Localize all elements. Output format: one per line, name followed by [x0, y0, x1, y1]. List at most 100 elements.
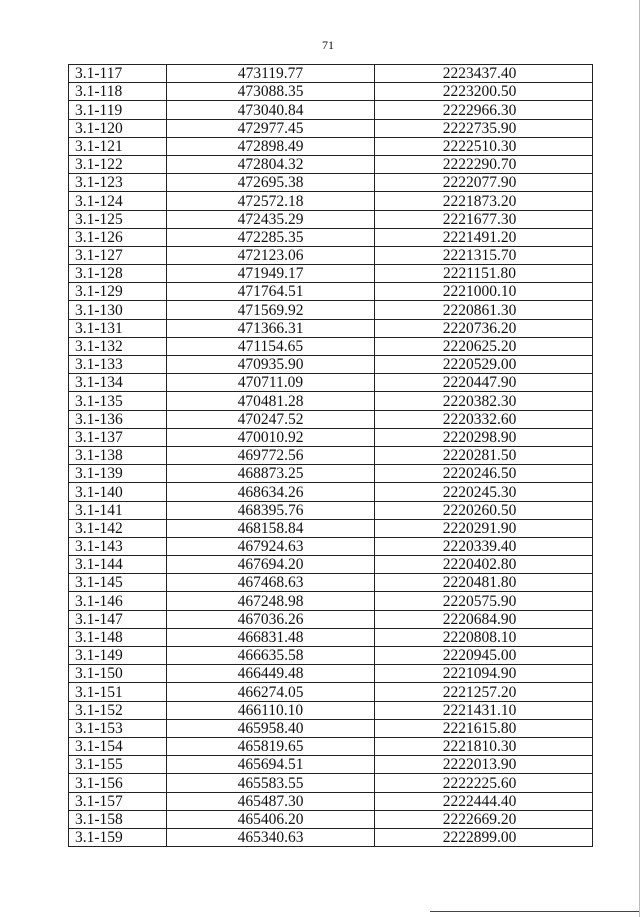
x-coordinate-cell: 470010.92 [166, 427, 375, 447]
table-row: 3.1-138 469772.56 2220281.50 [68, 445, 593, 466]
x-coordinate-cell: 469772.56 [166, 445, 375, 466]
x-coordinate-cell: 465406.20 [166, 809, 375, 829]
y-coordinate-cell: 2222077.90 [374, 173, 593, 193]
y-coordinate-cell: 2220529.00 [374, 354, 593, 375]
x-coordinate-cell: 470247.52 [166, 409, 375, 429]
x-coordinate-cell: 466274.05 [166, 682, 375, 702]
y-coordinate-cell: 2220281.50 [374, 445, 593, 466]
y-coordinate-cell: 2222510.30 [374, 136, 593, 156]
point-id-cell: 3.1-130 [68, 300, 167, 320]
x-coordinate-cell: 470711.09 [166, 373, 375, 393]
point-id-cell: 3.1-145 [68, 573, 167, 593]
point-id-cell: 3.1-134 [68, 373, 167, 393]
y-coordinate-cell: 2221615.80 [374, 718, 593, 738]
y-coordinate-cell: 2220246.50 [374, 464, 593, 484]
point-id-cell: 3.1-143 [68, 536, 167, 557]
point-id-cell: 3.1-133 [68, 354, 167, 375]
x-coordinate-cell: 465583.55 [166, 773, 375, 793]
y-coordinate-cell: 2220684.90 [374, 609, 593, 629]
coordinates-table: 3.1-117 473119.77 2223437.40 3.1-118 473088.… [68, 63, 593, 848]
x-coordinate-cell: 470481.28 [166, 391, 375, 411]
x-coordinate-cell: 473040.84 [166, 100, 375, 120]
table-row: 3.1-154 465819.65 2221810.30 [68, 736, 593, 757]
x-coordinate-cell: 472123.06 [166, 245, 375, 266]
point-id-cell: 3.1-136 [68, 409, 167, 429]
point-id-cell: 3.1-151 [68, 682, 167, 702]
x-coordinate-cell: 468634.26 [166, 482, 375, 502]
y-coordinate-cell: 2222444.40 [374, 791, 593, 811]
point-id-cell: 3.1-156 [68, 773, 167, 793]
table-row: 3.1-158 465406.20 2222669.20 [68, 809, 593, 829]
point-id-cell: 3.1-129 [68, 282, 167, 302]
x-coordinate-cell: 466635.58 [166, 645, 375, 666]
point-id-cell: 3.1-137 [68, 427, 167, 447]
table-row: 3.1-125 472435.29 2221677.30 [68, 209, 593, 229]
y-coordinate-cell: 2221151.80 [374, 264, 593, 284]
y-coordinate-cell: 2220332.60 [374, 409, 593, 429]
point-id-cell: 3.1-120 [68, 118, 167, 138]
table-row: 3.1-142 468158.84 2220291.90 [68, 518, 593, 538]
x-coordinate-cell: 471569.92 [166, 300, 375, 320]
x-coordinate-cell: 472977.45 [166, 118, 375, 138]
table-row: 3.1-149 466635.58 2220945.00 [68, 645, 593, 666]
table-row: 3.1-132 471154.65 2220625.20 [68, 336, 593, 357]
y-coordinate-cell: 2222669.20 [374, 809, 593, 829]
y-coordinate-cell: 2221094.90 [374, 664, 593, 684]
y-coordinate-cell: 2223200.50 [374, 82, 593, 102]
x-coordinate-cell: 471949.17 [166, 264, 375, 284]
table-row: 3.1-117 473119.77 2223437.40 [68, 63, 593, 84]
table-row: 3.1-147 467036.26 2220684.90 [68, 609, 593, 629]
x-coordinate-cell: 470935.90 [166, 354, 375, 375]
table-row: 3.1-139 468873.25 2220246.50 [68, 464, 593, 484]
table-row: 3.1-135 470481.28 2220382.30 [68, 391, 593, 411]
point-id-cell: 3.1-127 [68, 245, 167, 266]
y-coordinate-cell: 2223437.40 [374, 63, 593, 84]
y-coordinate-cell: 2220861.30 [374, 300, 593, 320]
point-id-cell: 3.1-158 [68, 809, 167, 829]
table-row: 3.1-134 470711.09 2220447.90 [68, 373, 593, 393]
table-row: 3.1-122 472804.32 2222290.70 [68, 154, 593, 175]
point-id-cell: 3.1-150 [68, 664, 167, 684]
x-coordinate-cell: 466110.10 [166, 700, 375, 720]
x-coordinate-cell: 472804.32 [166, 154, 375, 175]
y-coordinate-cell: 2222013.90 [374, 755, 593, 775]
table-row: 3.1-155 465694.51 2222013.90 [68, 755, 593, 775]
y-coordinate-cell: 2221491.20 [374, 227, 593, 247]
point-id-cell: 3.1-142 [68, 518, 167, 538]
table-row: 3.1-119 473040.84 2222966.30 [68, 100, 593, 120]
table-row: 3.1-123 472695.38 2222077.90 [68, 173, 593, 193]
y-coordinate-cell: 2220298.90 [374, 427, 593, 447]
y-coordinate-cell: 2220382.30 [374, 391, 593, 411]
scan-edge-line [430, 911, 640, 912]
table-row: 3.1-150 466449.48 2221094.90 [68, 664, 593, 684]
x-coordinate-cell: 467036.26 [166, 609, 375, 629]
table-row: 3.1-141 468395.76 2220260.50 [68, 500, 593, 520]
point-id-cell: 3.1-122 [68, 154, 167, 175]
x-coordinate-cell: 468158.84 [166, 518, 375, 538]
point-id-cell: 3.1-124 [68, 191, 167, 211]
table-row: 3.1-136 470247.52 2220332.60 [68, 409, 593, 429]
x-coordinate-cell: 472572.18 [166, 191, 375, 211]
table-row: 3.1-124 472572.18 2221873.20 [68, 191, 593, 211]
point-id-cell: 3.1-131 [68, 318, 167, 338]
y-coordinate-cell: 2220808.10 [374, 627, 593, 648]
y-coordinate-cell: 2220447.90 [374, 373, 593, 393]
x-coordinate-cell: 472695.38 [166, 173, 375, 193]
point-id-cell: 3.1-159 [68, 827, 167, 848]
y-coordinate-cell: 2220339.40 [374, 536, 593, 557]
y-coordinate-cell: 2222899.00 [374, 827, 593, 848]
y-coordinate-cell: 2220260.50 [374, 500, 593, 520]
y-coordinate-cell: 2222966.30 [374, 100, 593, 120]
x-coordinate-cell: 473119.77 [166, 63, 375, 84]
point-id-cell: 3.1-153 [68, 718, 167, 738]
y-coordinate-cell: 2221257.20 [374, 682, 593, 702]
y-coordinate-cell: 2220291.90 [374, 518, 593, 538]
y-coordinate-cell: 2221677.30 [374, 209, 593, 229]
point-id-cell: 3.1-157 [68, 791, 167, 811]
table-row: 3.1-140 468634.26 2220245.30 [68, 482, 593, 502]
y-coordinate-cell: 2222735.90 [374, 118, 593, 138]
y-coordinate-cell: 2220736.20 [374, 318, 593, 338]
x-coordinate-cell: 466449.48 [166, 664, 375, 684]
x-coordinate-cell: 465340.63 [166, 827, 375, 848]
x-coordinate-cell: 468395.76 [166, 500, 375, 520]
